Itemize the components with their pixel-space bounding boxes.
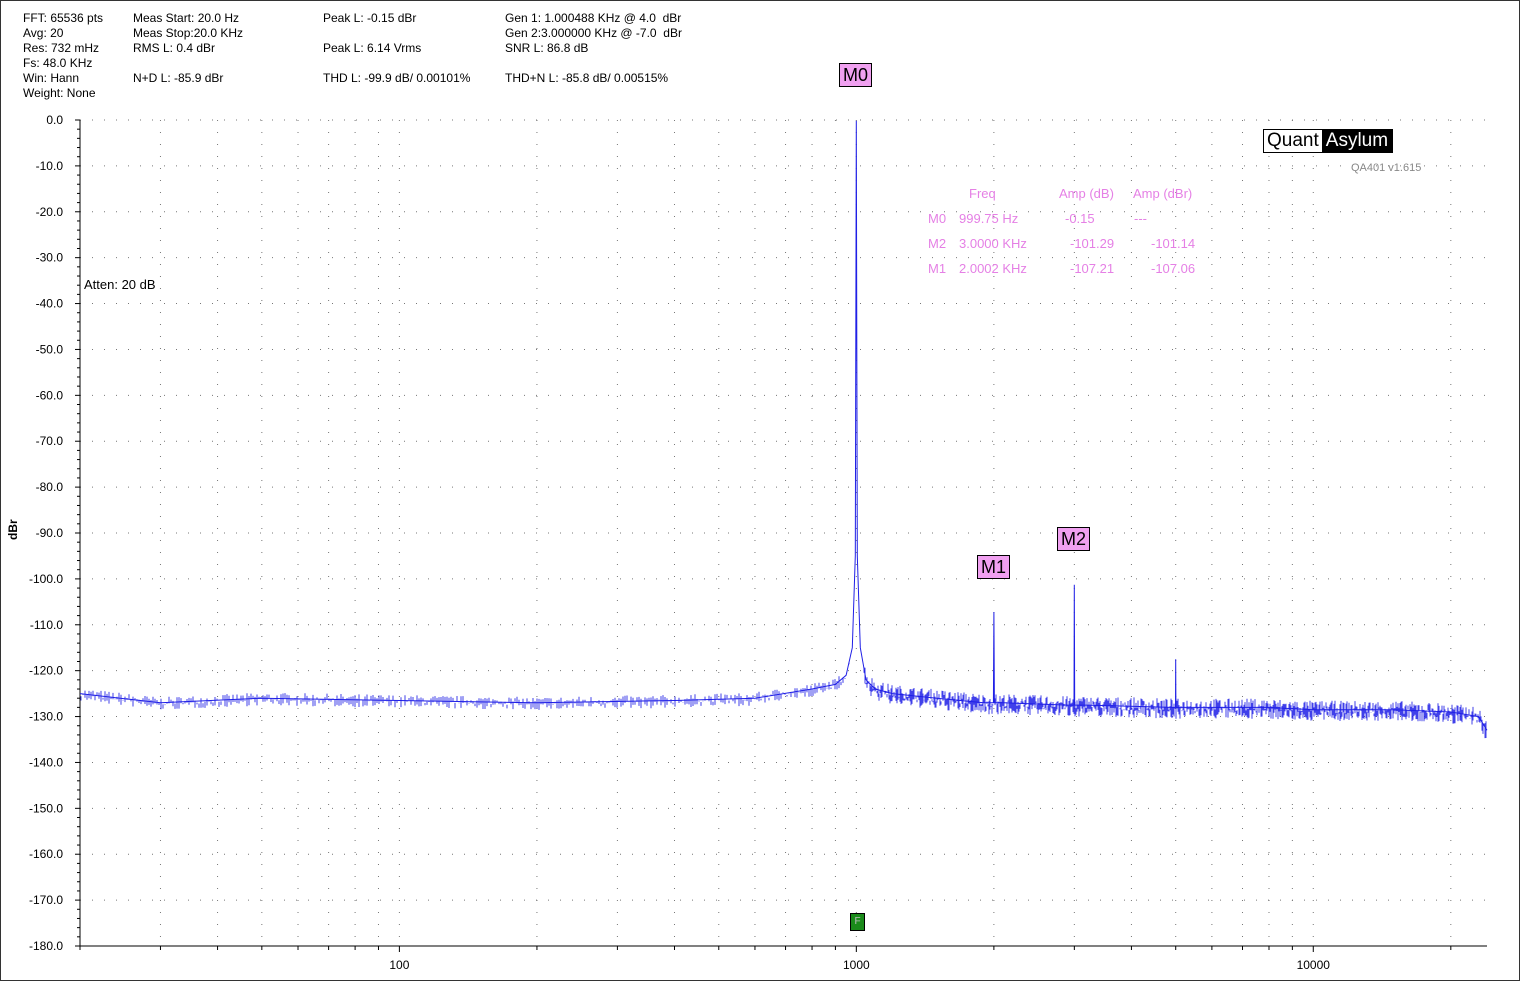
y-axis: 0.0 -10.0 -20.0 -30.0 -40.0 -50.0 -60.0 -70.0 -8… (29, 113, 81, 953)
y-tick-label: -130.0 (29, 710, 63, 724)
y-tick-label: -160.0 (29, 847, 63, 861)
x-tick-label: 1000 (843, 958, 870, 972)
marker-row-amp-dbr: -107.06 (1151, 261, 1196, 276)
y-tick-label: -180.0 (29, 939, 63, 953)
atten-label: Atten: 20 dB (84, 277, 156, 292)
trace-noise (80, 662, 1487, 739)
y-tick-label: -150.0 (29, 801, 63, 815)
version-label: QA401 v1.615 (1351, 162, 1422, 174)
marker-row-amp-dbr: --- (1134, 211, 1147, 226)
marker-row-amp-db: -101.29 (1070, 236, 1115, 251)
y-tick-label: -10.0 (36, 159, 64, 173)
rms-stat: RMS L: 0.4 dBr (133, 41, 216, 55)
peak-dbr-stat: Peak L: -0.15 dBr (323, 11, 417, 25)
meas-start-stat: Meas Start: 20.0 Hz (133, 11, 240, 25)
y-tick-label: -80.0 (36, 480, 64, 494)
marker-table-header-freq: Freq (969, 186, 996, 201)
meas-stop-stat: Meas Stop:20.0 KHz (133, 26, 244, 40)
marker-m2[interactable]: M2 (1057, 527, 1091, 551)
snr-stat: SNR L: 86.8 dB (505, 41, 589, 55)
marker-row-amp-db: -0.15 (1065, 211, 1095, 226)
marker-row-name: M2 (928, 236, 947, 251)
marker-m1[interactable]: M1 (977, 555, 1011, 579)
thdn-stat: THD+N L: -85.8 dB/ 0.00515% (505, 71, 669, 85)
y-tick-label: -170.0 (29, 893, 63, 907)
x-tick-label: 100 (389, 958, 409, 972)
marker-row-amp-dbr: -101.14 (1151, 236, 1196, 251)
fs-stat: Fs: 48.0 KHz (23, 56, 93, 70)
marker-table-header-amp-db: Amp (dB) (1059, 186, 1114, 201)
thd-stat: THD L: -99.9 dB/ 0.00101% (323, 71, 471, 85)
gen2-stat: Gen 2:3.000000 KHz @ -7.0 dBr (505, 26, 682, 40)
logo-quant: Quant (1264, 130, 1322, 152)
y-tick-label: -110.0 (30, 618, 63, 632)
marker-m0[interactable]: M0 (839, 63, 873, 87)
peak-vrms-stat: Peak L: 6.14 Vrms (323, 41, 422, 55)
fft-stat: FFT: 65536 pts (23, 11, 104, 25)
y-tick-label: 0.0 (46, 113, 63, 127)
marker-row-freq: 3.0000 KHz (959, 236, 1027, 251)
y-tick-label: -120.0 (29, 664, 63, 678)
logo-asylum: Asylum (1321, 130, 1393, 152)
plot-grid (79, 119, 1487, 946)
weight-stat: Weight: None (23, 86, 96, 100)
y-axis-label: dBr (6, 519, 20, 540)
spectrum-trace (79, 120, 1488, 739)
gen1-stat: Gen 1: 1.000488 KHz @ 4.0 dBr (505, 11, 682, 25)
marker-row-freq: 2.0002 KHz (959, 261, 1027, 276)
y-tick-label: -90.0 (36, 526, 64, 540)
res-stat: Res: 732 mHz (23, 41, 100, 55)
trace-line (79, 120, 1488, 731)
avg-stat: Avg: 20 (23, 26, 64, 40)
y-tick-label: -20.0 (36, 205, 64, 219)
nd-stat: N+D L: -85.9 dBr (133, 71, 224, 85)
x-axis: 100 1000 10000 (79, 945, 1487, 972)
x-tick-label: 10000 (1297, 958, 1331, 972)
y-tick-label: -60.0 (36, 388, 64, 402)
quantasylum-logo: Quant Asylum (1263, 129, 1394, 153)
y-tick-label: -100.0 (29, 572, 63, 586)
y-tick-label: -50.0 (36, 342, 64, 356)
y-tick-label: -70.0 (36, 434, 64, 448)
marker-row-name: M0 (928, 211, 947, 226)
frequency-cursor-badge[interactable]: F (850, 913, 865, 931)
win-stat: Win: Hann (23, 71, 80, 85)
marker-row-amp-db: -107.21 (1070, 261, 1115, 276)
marker-row-freq: 999.75 Hz (959, 211, 1019, 226)
marker-table-header-amp-dbr: Amp (dBr) (1133, 186, 1193, 201)
marker-row-name: M1 (928, 261, 947, 276)
y-tick-label: -30.0 (36, 251, 64, 265)
y-tick-label: -140.0 (29, 755, 63, 769)
y-tick-label: -40.0 (36, 297, 64, 311)
